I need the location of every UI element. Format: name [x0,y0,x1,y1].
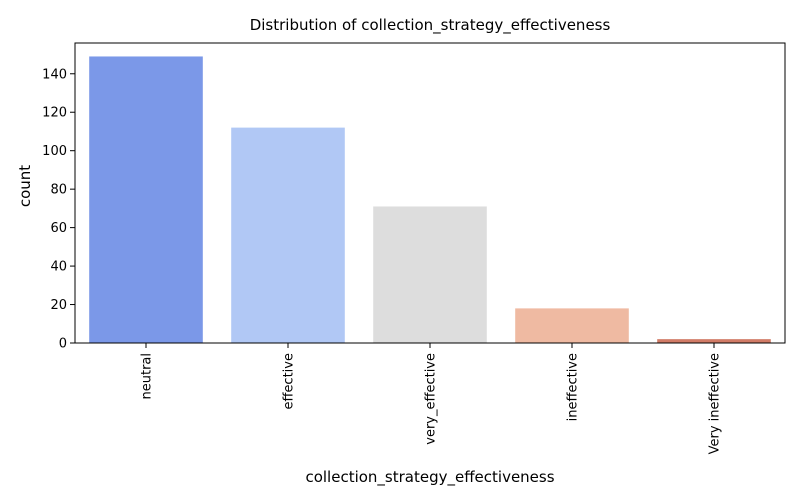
plot-area: 0 20 40 60 80 100 120 140 neutral effective very_e… [42,42,786,454]
bar-neutral [89,56,203,343]
x-tick-label: effective [282,353,297,410]
bar-very-effective [373,206,487,343]
x-axis-label: collection_strategy_effectiveness [305,468,554,487]
y-tick-label: 60 [50,221,67,236]
bar-ineffective [515,308,629,343]
plot-frame [74,42,786,344]
y-tick-label: 0 [59,337,67,352]
x-tick-label: very_effective [424,353,439,445]
y-tick-label: 40 [50,260,67,275]
x-tick-label: neutral [140,353,155,400]
y-axis-label: count [16,165,34,207]
chart-title: Distribution of collection_strategy_effe… [250,16,611,35]
y-tick-label: 100 [42,144,67,159]
x-tick-label: Very ineffective [708,353,723,454]
bar-effective [231,127,345,343]
y-tick-label: 120 [42,106,67,121]
y-tick-label: 140 [42,67,67,82]
y-tick-label: 20 [50,298,67,313]
y-tick-label: 80 [50,183,67,198]
bar-very-ineffective [657,339,771,343]
x-tick-label: ineffective [566,353,581,421]
